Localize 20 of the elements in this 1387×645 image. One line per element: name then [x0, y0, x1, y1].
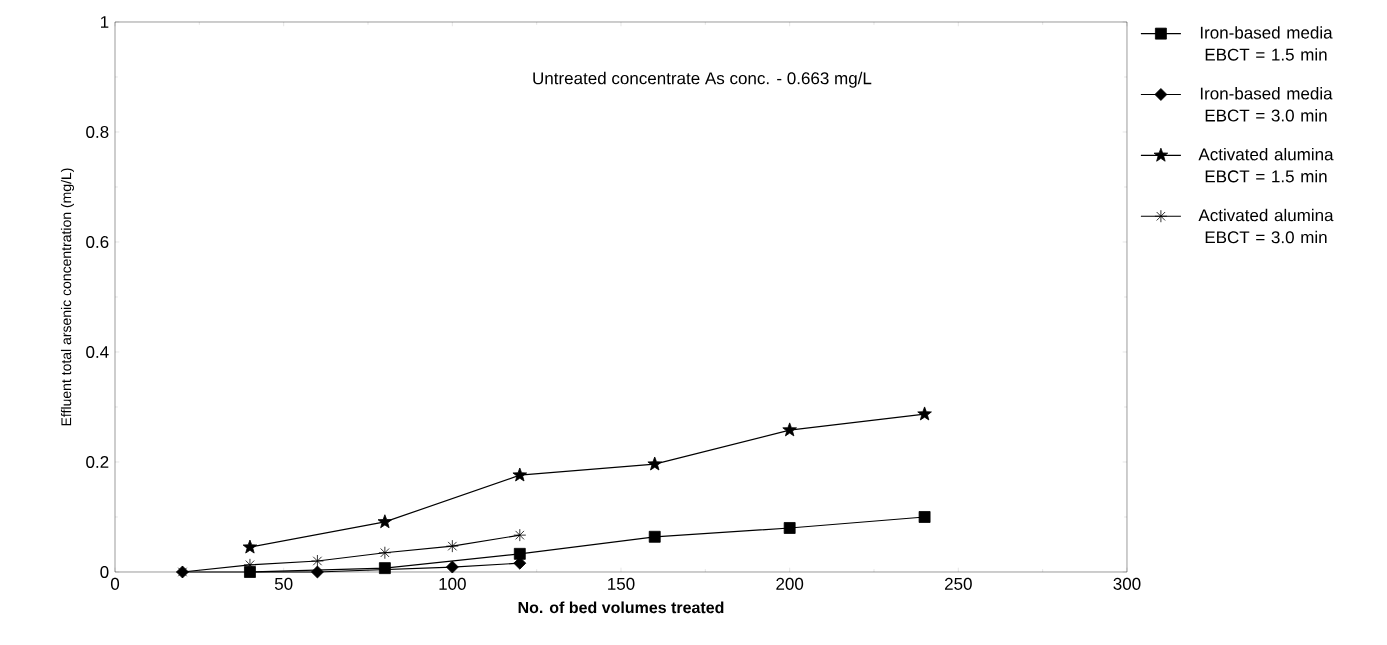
x-tick-label: 250: [945, 577, 972, 590]
legend-label: Iron-based media EBCT = 1.5 min: [1200, 26, 1333, 61]
x-tick-label: 100: [439, 577, 466, 590]
annotation: Untreated concentrate As conc. - 0.663 mg/L: [533, 71, 872, 88]
y-tick-label: 0.6: [86, 235, 109, 249]
x-tick-label: 300: [1113, 577, 1141, 590]
legend-label: Iron-based media EBCT = 3.0 min: [1200, 87, 1333, 122]
x-tick-label: 200: [776, 577, 804, 590]
x-tick-label: 50: [274, 577, 293, 590]
y-tick-label: 0.8: [86, 125, 109, 139]
x-tick-label: 150: [608, 577, 635, 590]
y-tick-label: 1: [100, 16, 109, 28]
legend-label: Activated alumina EBCT = 1.5 min: [1198, 147, 1334, 183]
y-tick-label: 0.4: [86, 345, 109, 359]
x-tick-label: 0: [110, 577, 120, 590]
legend-label: Activated alumina EBCT = 3.0 min: [1198, 208, 1334, 244]
x-axis-title: No. of bed volumes treated: [518, 601, 724, 614]
y-tick-label: 0: [100, 565, 109, 579]
y-axis-title: Effluent total arsenic concentration (mg/L): [60, 168, 74, 426]
y-tick-label: 0.2: [86, 455, 109, 469]
